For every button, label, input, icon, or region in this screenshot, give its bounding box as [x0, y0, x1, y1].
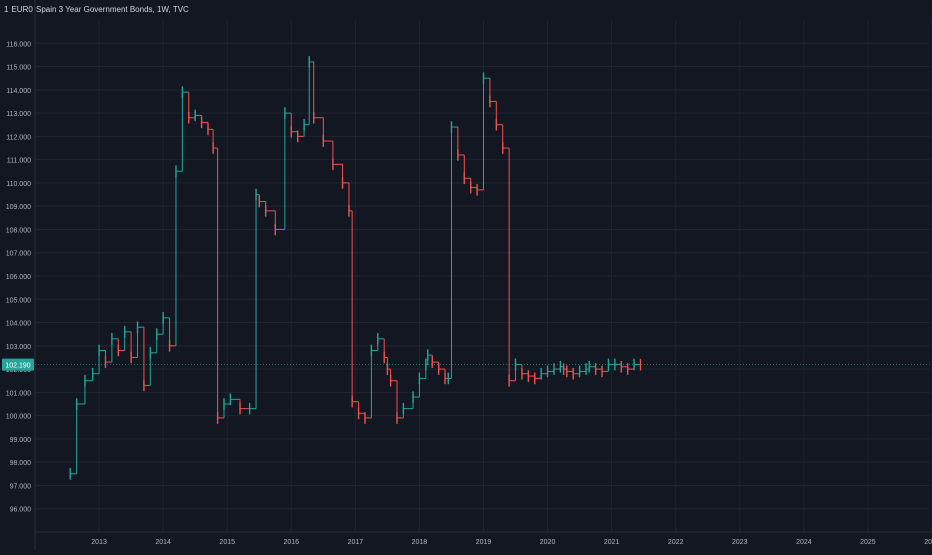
x-tick-label: 2023 [732, 539, 748, 546]
currency-prefix: 1 [4, 5, 9, 14]
y-tick-label: 108.000 [6, 227, 31, 234]
x-tick-label: 2014 [155, 539, 171, 546]
x-tick-label: 2013 [91, 539, 107, 546]
currency-suffix: 0 [28, 5, 33, 14]
x-tick-label: 2016 [283, 539, 299, 546]
x-tick-label: 2025 [860, 539, 876, 546]
chart-title: Spain 3 Year Government Bonds, 1W, TVC [36, 5, 189, 14]
y-tick-label: 100.000 [6, 414, 31, 421]
x-tick-label: 2020 [540, 539, 556, 546]
y-tick-label: 106.000 [6, 274, 31, 281]
currency-code: EUR [11, 5, 29, 14]
y-tick-label: 101.000 [6, 390, 31, 397]
y-tick-label: 109.000 [6, 204, 31, 211]
y-tick-label: 113.000 [6, 111, 31, 118]
x-tick-label: 2024 [796, 539, 812, 546]
y-tick-label: 96.000 [10, 507, 32, 514]
y-tick-label: 116.000 [6, 41, 31, 48]
x-tick-label: 2017 [348, 539, 364, 546]
x-tick-label: 2026 [924, 539, 932, 546]
y-tick-label: 111.000 [7, 158, 31, 165]
last-price-label: 102.190 [5, 363, 30, 370]
x-tick-label: 2019 [476, 539, 492, 546]
x-tick-label: 2018 [412, 539, 428, 546]
y-tick-label: 99.000 [10, 437, 32, 444]
last-price-label-bg [2, 358, 34, 371]
y-tick-label: 107.000 [6, 251, 31, 258]
x-tick-label: 2015 [219, 539, 235, 546]
y-tick-label: 97.000 [10, 483, 32, 490]
y-tick-label: 115.000 [6, 65, 31, 72]
y-tick-label: 110.000 [6, 181, 31, 188]
x-tick-label: 2021 [604, 539, 620, 546]
currency-label: 1 EUR0 [4, 5, 33, 14]
x-tick-label: 2022 [668, 539, 684, 546]
y-tick-label: 112.000 [6, 134, 31, 141]
y-tick-label: 98.000 [10, 460, 32, 467]
y-tick-label: 114.000 [6, 88, 31, 95]
y-tick-label: 103.000 [6, 344, 31, 351]
y-tick-label: 105.000 [6, 297, 31, 304]
y-tick-label: 104.000 [6, 321, 31, 328]
